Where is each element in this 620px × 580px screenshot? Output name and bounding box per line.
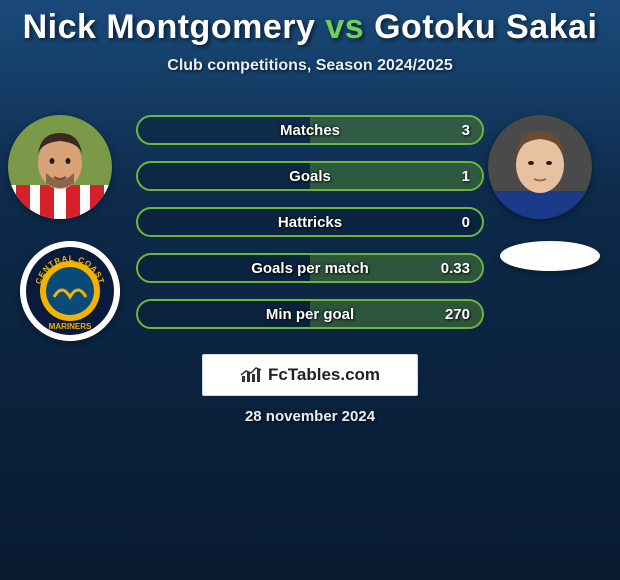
club1-badge-svg: CENTRAL COAST MARINERS [20, 241, 120, 341]
comparison-title: Nick Montgomery vs Gotoku Sakai [0, 0, 620, 47]
stat-label: Matches [280, 122, 340, 139]
stat-bar: Min per goal 270 [136, 299, 484, 329]
stat-bar: Matches 3 [136, 115, 484, 145]
player2-club-badge [500, 241, 600, 271]
player2-avatar-svg [488, 115, 592, 219]
stat-label: Goals per match [251, 260, 369, 277]
stat-label: Hattricks [278, 214, 342, 231]
stat-bar: Hattricks 0 [136, 207, 484, 237]
date-label: 28 november 2024 [0, 408, 620, 425]
player1-name: Nick Montgomery [23, 8, 316, 46]
player2-name: Gotoku Sakai [374, 8, 597, 46]
player1-avatar-svg [8, 115, 112, 219]
stat-bars: Matches 3 Goals 1 Hattricks 0 Goals per match 0… [136, 115, 484, 345]
subtitle: Club competitions, Season 2024/2025 [0, 57, 620, 75]
player1-club-badge: CENTRAL COAST MARINERS [20, 241, 120, 341]
brand-box: FcTables.com [202, 354, 418, 396]
stat-value-right: 0 [462, 214, 470, 231]
stat-bar: Goals per match 0.33 [136, 253, 484, 283]
brand-text: FcTables.com [268, 365, 380, 385]
stat-fill-right [310, 163, 482, 189]
stat-label: Goals [289, 168, 331, 185]
stat-bar: Goals 1 [136, 161, 484, 191]
player2-avatar [488, 115, 592, 219]
stat-value-right: 3 [462, 122, 470, 139]
player1-avatar [8, 115, 112, 219]
stat-value-right: 0.33 [441, 260, 470, 277]
comparison-content: CENTRAL COAST MARINERS Matches 3 Goals 1 Hat… [0, 105, 620, 365]
brand-chart-icon [240, 366, 262, 384]
stat-label: Min per goal [266, 306, 354, 323]
stat-value-right: 1 [462, 168, 470, 185]
vs-label: vs [325, 8, 364, 46]
club1-name: MARINERS [49, 322, 92, 331]
stat-value-right: 270 [445, 306, 470, 323]
